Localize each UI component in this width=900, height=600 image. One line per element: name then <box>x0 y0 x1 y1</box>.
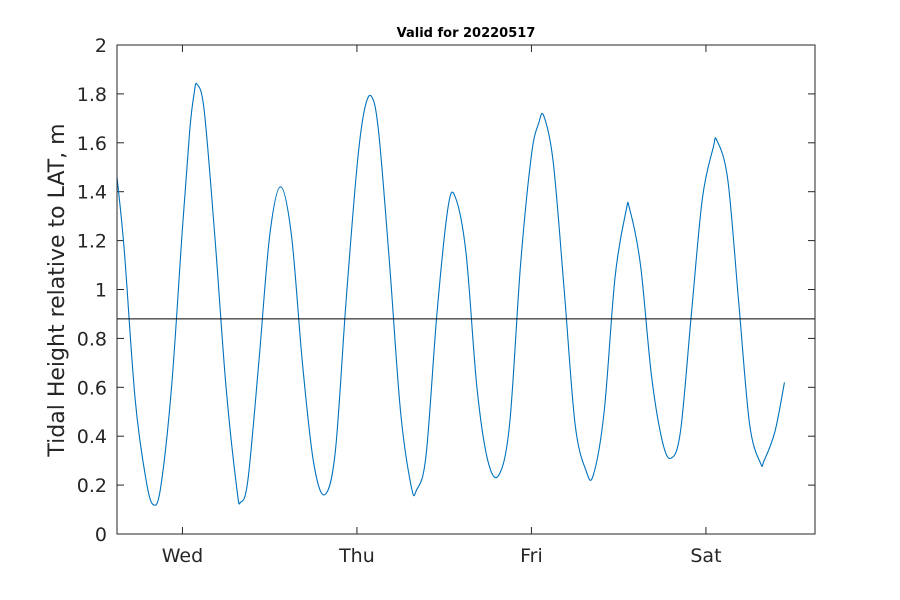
plot-area <box>117 45 815 534</box>
x-tick-label: Sat <box>690 545 721 567</box>
chart-title: Valid for 20220517 <box>397 26 536 41</box>
y-tick-label: 0.6 <box>77 377 107 399</box>
x-axis: Wed Thu Fri Sat <box>162 45 722 567</box>
y-tick-label: 1.8 <box>77 84 107 106</box>
tide-series-line <box>116 82 786 506</box>
x-tick-label: Wed <box>162 545 203 567</box>
y-tick-label: 1.6 <box>77 133 107 155</box>
y-tick-label: 0.8 <box>77 328 107 350</box>
y-tick-label: 1.4 <box>77 182 107 204</box>
x-tick-label: Thu <box>338 545 375 567</box>
y-tick-label: 2 <box>95 35 107 57</box>
y-tick-label: 0 <box>95 524 107 546</box>
series-layer <box>116 82 815 506</box>
y-tick-label: 0.2 <box>77 475 107 497</box>
y-tick-label: 1.2 <box>77 231 107 253</box>
plot-frame <box>116 44 816 535</box>
y-axis-title: Tidal Height relative to LAT, m <box>45 123 70 457</box>
y-tick-label: 1 <box>95 280 107 302</box>
y-tick-label: 0.4 <box>77 426 107 448</box>
y-axis: 0 0.2 0.4 0.6 0.8 1 1.2 1.4 1.6 1.8 2 <box>77 35 815 546</box>
x-tick-label: Fri <box>520 545 543 567</box>
